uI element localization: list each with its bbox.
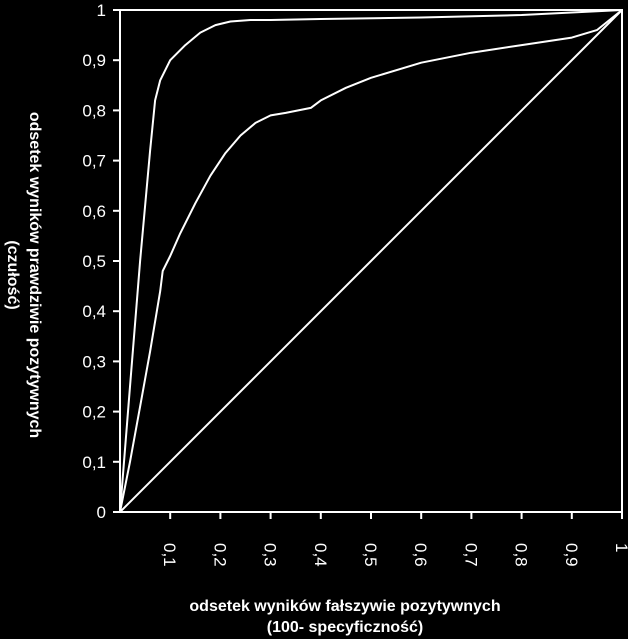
x-tick-label-3: 0,4: [311, 543, 330, 567]
x-tick-label-7: 0,8: [512, 543, 531, 567]
x-tick-label-5: 0,6: [411, 543, 430, 567]
x-axis-title-line-2: (100- specyficzność): [267, 619, 424, 636]
series-curve-b: [119, 9, 623, 513]
y-tick-label-4: 0,4: [82, 302, 106, 321]
y-tick-label-5: 0,5: [82, 252, 106, 271]
x-tick-labels: 0,1 0,2 0,3 0,4 0,5 0,6 0,7 0,8 0,9 1: [160, 543, 628, 567]
y-tick-labels: 0 0,1 0,2 0,3 0,4 0,5 0,6 0,7 0,8 0,9 1: [82, 1, 106, 522]
x-tick-label-9: 1: [612, 543, 628, 552]
y-tick-label-2: 0,2: [82, 403, 106, 422]
y-tick-label-0: 0: [97, 503, 106, 522]
y-tick-label-1: 0,1: [82, 453, 106, 472]
y-tick-label-6: 0,6: [82, 202, 106, 221]
x-tick-label-4: 0,5: [361, 543, 380, 567]
ticks-layer: [113, 9, 623, 519]
x-tick-label-0: 0,1: [160, 543, 179, 567]
y-tick-label-3: 0,3: [82, 352, 106, 371]
y-tick-label-7: 0,7: [82, 152, 106, 171]
x-tick-label-2: 0,3: [261, 543, 280, 567]
y-tick-label-8: 0,8: [82, 101, 106, 120]
x-tick-label-6: 0,7: [461, 543, 480, 567]
y-axis-title-line-1: odsetek wyników prawdziwie pozytywnych: [26, 112, 43, 438]
x-tick-label-1: 0,2: [210, 543, 229, 567]
x-tick-label-8: 0,9: [562, 543, 581, 567]
x-axis-title-line-1: odsetek wyników fałszywie pozytywnych: [189, 598, 500, 615]
series-curve-a: [119, 9, 623, 513]
y-tick-label-9: 0,9: [82, 51, 106, 70]
series-diagonal: [119, 9, 623, 513]
curves-layer: [119, 9, 623, 513]
y-tick-label-10: 1: [97, 1, 106, 20]
y-axis-title-line-2: (czułość): [4, 240, 21, 309]
